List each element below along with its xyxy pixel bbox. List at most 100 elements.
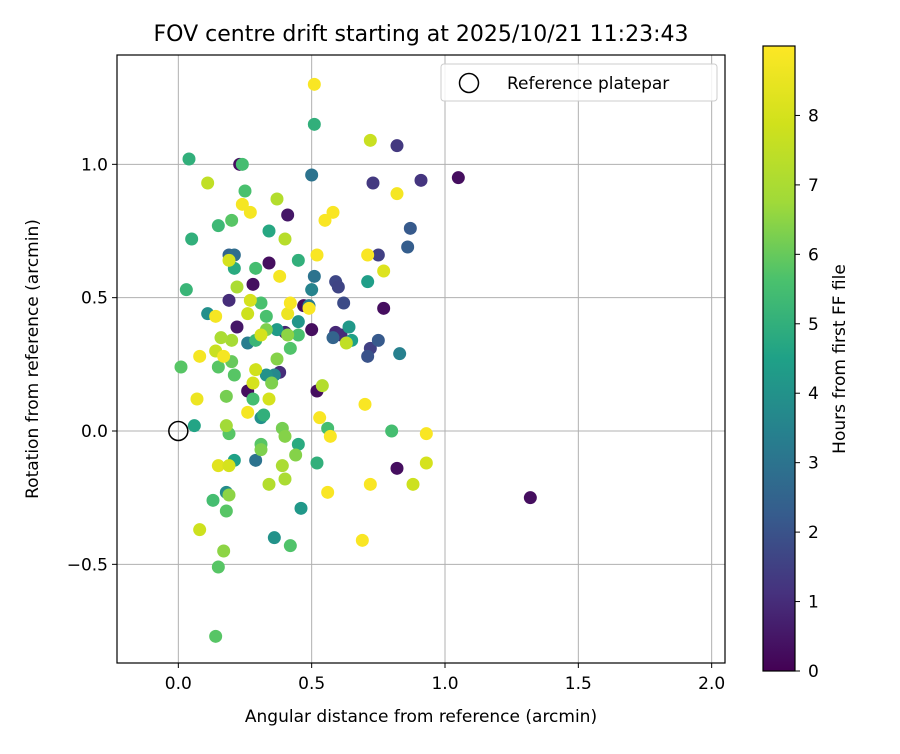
legend-entry-label: Reference platepar — [507, 74, 669, 94]
data-point — [305, 168, 319, 182]
data-point — [403, 221, 417, 235]
data-point — [230, 320, 244, 334]
data-point — [323, 429, 337, 443]
data-point — [235, 157, 249, 171]
data-point — [331, 280, 345, 294]
data-point — [366, 176, 380, 190]
legend-box — [440, 63, 718, 102]
data-point — [361, 248, 375, 262]
colorbar-tick-label: 2 — [808, 523, 819, 543]
data-point — [227, 368, 241, 382]
data-point — [241, 307, 255, 321]
data-point — [307, 117, 321, 131]
data-point — [283, 296, 297, 310]
data-point — [254, 328, 268, 342]
colorbar-tick-label: 8 — [808, 106, 819, 126]
data-point — [307, 77, 321, 91]
data-point — [209, 309, 223, 323]
colorbar: 0 1 2 3 4 5 6 7 8 Hours from first FF file — [762, 45, 850, 682]
data-point — [289, 448, 303, 462]
data-point — [310, 248, 324, 262]
data-point — [390, 461, 404, 475]
data-point — [249, 261, 263, 275]
data-point — [414, 173, 428, 187]
data-point — [377, 301, 391, 315]
data-point — [206, 493, 220, 507]
data-point — [371, 248, 385, 262]
y-tick-label: −0.5 — [67, 555, 108, 575]
data-point — [219, 419, 233, 433]
data-point — [355, 533, 369, 547]
data-point — [294, 501, 308, 515]
data-point — [361, 275, 375, 289]
y-tick-label: 1.0 — [81, 155, 108, 175]
data-point — [393, 347, 407, 361]
data-point — [209, 629, 223, 643]
data-point — [406, 477, 420, 491]
data-point — [283, 539, 297, 553]
data-point — [318, 213, 332, 227]
data-point — [246, 376, 260, 390]
data-point — [313, 411, 327, 425]
data-point — [419, 456, 433, 470]
data-point — [523, 491, 537, 505]
data-point — [262, 224, 276, 238]
colorbar-tick-label: 0 — [808, 662, 819, 682]
y-tick-label: 0.0 — [81, 422, 108, 442]
data-point — [262, 392, 276, 406]
x-tick-label: 0.5 — [298, 674, 325, 694]
data-point — [342, 320, 356, 334]
data-point — [211, 560, 225, 574]
data-point — [201, 176, 215, 190]
data-point — [185, 232, 199, 246]
data-point — [326, 331, 340, 345]
data-point — [222, 253, 236, 267]
x-axis-label: Angular distance from reference (arcmin) — [245, 707, 597, 727]
data-point — [211, 360, 225, 374]
data-point — [249, 453, 263, 467]
data-point — [219, 504, 233, 518]
data-point — [262, 477, 276, 491]
data-point — [291, 315, 305, 329]
colorbar-ticks: 0 1 2 3 4 5 6 7 8 — [795, 106, 819, 682]
data-point — [278, 429, 292, 443]
data-point — [254, 443, 268, 457]
data-point — [193, 349, 207, 363]
colorbar-gradient — [762, 45, 796, 672]
data-point — [249, 363, 263, 377]
data-point — [265, 376, 279, 390]
data-point — [211, 219, 225, 233]
data-point — [187, 419, 201, 433]
data-point — [305, 283, 319, 297]
data-point — [361, 349, 375, 363]
data-point — [390, 187, 404, 201]
y-axis-ticks: −0.5 0.0 0.5 1.0 — [67, 155, 117, 575]
data-point — [321, 485, 335, 499]
data-point — [281, 208, 295, 222]
colorbar-tick-label: 6 — [808, 245, 819, 265]
data-point — [390, 139, 404, 153]
data-point — [385, 424, 399, 438]
data-point — [174, 360, 188, 374]
legend-marker-icon — [458, 72, 480, 94]
data-point — [211, 459, 225, 473]
data-point — [238, 184, 252, 198]
data-point — [419, 427, 433, 441]
plot-frame — [116, 54, 726, 664]
data-point — [270, 323, 284, 337]
data-point — [371, 333, 385, 347]
reference-platepar-marker — [168, 420, 189, 442]
data-point — [254, 296, 268, 310]
data-point — [214, 331, 228, 345]
data-point — [337, 296, 351, 310]
data-point — [291, 437, 305, 451]
colorbar-tick-label: 7 — [808, 176, 819, 196]
x-tick-label: 0.0 — [165, 674, 192, 694]
data-point — [270, 192, 284, 206]
data-point — [246, 392, 260, 406]
data-point — [222, 488, 236, 502]
data-point — [262, 256, 276, 270]
colorbar-tick-label: 4 — [808, 384, 819, 404]
